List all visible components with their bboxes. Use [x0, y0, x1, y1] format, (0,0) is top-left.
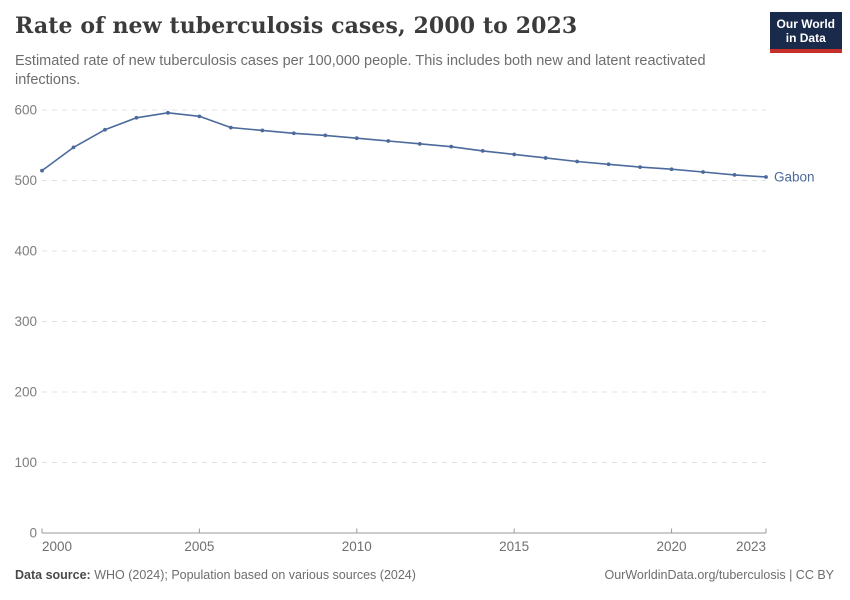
data-point [166, 110, 170, 115]
data-source-note: Data source: WHO (2024); Population base… [15, 567, 416, 583]
y-tick-label: 0 [29, 526, 37, 541]
data-point [512, 152, 517, 157]
x-tick-label: 2015 [499, 539, 529, 554]
data-point [417, 141, 422, 146]
data-point [354, 136, 359, 141]
data-point [480, 148, 485, 153]
data-source-label: Data source: [15, 568, 91, 582]
series-label-gabon: Gabon [774, 169, 815, 184]
data-point [323, 133, 328, 138]
y-tick-label: 300 [14, 314, 37, 329]
data-line-gabon [41, 112, 767, 178]
data-point [291, 131, 296, 136]
data-point [638, 165, 642, 170]
x-tick-label: 2010 [342, 539, 372, 554]
data-point [732, 172, 737, 177]
data-point [103, 127, 107, 132]
data-point [228, 125, 233, 130]
data-source-text: WHO (2024); Population based on various … [94, 568, 416, 582]
owid-logo: Our World in Data [769, 12, 842, 53]
x-tick-label: 2000 [42, 539, 72, 554]
y-tick-label: 500 [14, 173, 37, 188]
data-point [386, 139, 391, 143]
owid-logo-line2: in Data [785, 31, 826, 45]
chart-footer: Data source: WHO (2024); Population base… [15, 567, 834, 583]
data-point [543, 156, 548, 160]
data-point [260, 128, 265, 133]
y-tick-label: 600 [14, 103, 37, 118]
chart-subtitle: Estimated rate of new tuberculosis cases… [15, 53, 706, 88]
owid-logo-line1: Our World [776, 17, 835, 31]
data-point [701, 170, 705, 174]
data-point [669, 167, 674, 172]
x-tick-label: 2005 [184, 539, 214, 554]
data-point [71, 145, 76, 150]
data-point [40, 168, 44, 173]
data-point [449, 144, 454, 149]
data-point [197, 114, 202, 119]
y-tick-label: 100 [14, 455, 37, 470]
data-point [764, 175, 768, 179]
y-tick-label: 400 [14, 244, 37, 259]
x-tick-label: 2020 [657, 539, 687, 554]
y-tick-label: 200 [14, 385, 37, 400]
x-tick-label: 2023 [736, 539, 766, 554]
page-title: Rate of new tuberculosis cases, 2000 to … [15, 13, 578, 39]
data-point [575, 159, 580, 164]
owid-url-link[interactable]: OurWorldinData.org/tuberculosis | CC BY [604, 568, 835, 582]
data-point [134, 115, 139, 120]
data-point [606, 162, 611, 167]
